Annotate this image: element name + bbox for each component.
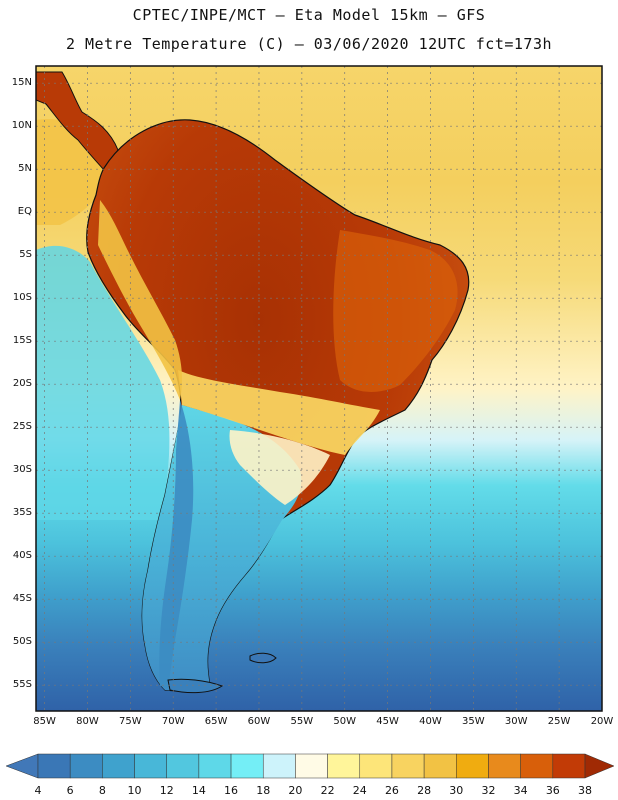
chart-title-line-2: 2 Metre Temperature (C) – 03/06/2020 12U… xyxy=(65,35,553,53)
colorbar-tick-label: 10 xyxy=(127,784,142,797)
colorbar-box xyxy=(359,753,393,779)
colorbar-tick-label: 28 xyxy=(417,784,432,797)
colorbar-box xyxy=(198,753,232,779)
falkland-islands xyxy=(249,652,277,664)
colorbar-below-arrow xyxy=(5,753,39,779)
map-gridlines xyxy=(36,66,603,711)
lon-tick-label: 25W xyxy=(547,716,571,727)
colorbar-tick-label: 38 xyxy=(578,784,592,797)
colorbar-tick-label: 30 xyxy=(449,784,464,797)
lon-tick-label: 70W xyxy=(161,716,185,727)
lon-tick-label: 80W xyxy=(76,716,99,727)
lat-tick-label: 30S xyxy=(12,464,32,476)
lon-tick-label: 85W xyxy=(33,716,56,727)
colorbar-box xyxy=(134,753,167,779)
colorbar-box xyxy=(520,753,554,779)
lat-tick-label: 15N xyxy=(11,77,32,89)
lon-tick-label: 75W xyxy=(119,716,142,727)
colorbar-tick-label: 4 xyxy=(34,784,42,797)
lon-tick-label: 65W xyxy=(204,716,228,727)
map-frame xyxy=(35,65,603,712)
andes-cold-strip xyxy=(159,400,194,688)
colorbar-box xyxy=(230,753,264,779)
lon-tick-label: 30W xyxy=(504,716,528,727)
colorbar-tick-label: 18 xyxy=(256,784,271,797)
colorbar-box xyxy=(552,753,586,779)
colorbar-box xyxy=(391,753,425,779)
colorbar-tick-label: 36 xyxy=(545,784,560,797)
colorbar-box xyxy=(423,753,457,779)
chart-title-line-1: CPTEC/INPE/MCT – Eta Model 15km – GFS xyxy=(132,6,486,24)
colorbar-box xyxy=(166,753,200,779)
lat-tick-label: 40S xyxy=(12,550,32,562)
lon-tick-label: 60W xyxy=(247,716,271,727)
lat-tick-label: 25S xyxy=(12,421,32,433)
lat-tick-label: 55S xyxy=(12,679,32,691)
lat-tick-label: 15S xyxy=(12,335,32,347)
lat-tick-label: 10N xyxy=(11,120,32,132)
lon-tick-label: 20W xyxy=(590,716,614,727)
colorbar-box xyxy=(102,753,135,779)
colorbar-box xyxy=(488,753,521,779)
lat-tick-label: EQ xyxy=(17,206,32,218)
colorbar-box xyxy=(37,753,71,779)
colorbar-box xyxy=(69,753,103,779)
northeast-brazil-warm xyxy=(333,230,458,392)
colorbar-tick-label: 6 xyxy=(66,784,74,797)
subtropical-band xyxy=(178,370,380,455)
colorbar-box xyxy=(456,753,489,779)
colorbar-tick-label: 16 xyxy=(224,784,239,797)
colorbar-tick-label: 24 xyxy=(352,784,367,797)
colorbar-above-arrow xyxy=(584,753,615,779)
colorbar-box xyxy=(295,753,328,779)
lat-tick-label: 45S xyxy=(12,593,32,605)
colorbar-box xyxy=(327,753,361,779)
andes-north-warm xyxy=(98,200,183,400)
lon-tick-label: 35W xyxy=(462,716,485,727)
tierra-del-fuego xyxy=(167,678,224,694)
lat-tick-label: 5N xyxy=(18,163,32,175)
colorbar xyxy=(5,753,615,779)
colorbar-tick-label: 14 xyxy=(191,784,206,797)
lat-tick-label: 5S xyxy=(19,249,32,261)
lon-tick-label: 55W xyxy=(290,716,314,727)
lat-tick-label: 50S xyxy=(12,636,32,648)
colorbar-tick-label: 8 xyxy=(98,784,106,797)
lon-tick-label: 50W xyxy=(333,716,357,727)
colorbar-tick-label: 26 xyxy=(384,784,399,797)
pacific-cool-tongue xyxy=(36,245,170,520)
colorbar-tick-label: 22 xyxy=(320,784,335,797)
colorbar-tick-label: 34 xyxy=(513,784,528,797)
colorbar-tick-label: 32 xyxy=(481,784,496,797)
colorbar-box xyxy=(262,753,296,779)
lon-tick-label: 40W xyxy=(419,716,442,727)
lat-tick-label: 35S xyxy=(12,507,32,519)
colorbar-tick-label: 12 xyxy=(159,784,174,797)
lon-tick-label: 45W xyxy=(376,716,399,727)
lat-tick-label: 10S xyxy=(12,292,32,304)
colorbar-tick-label: 20 xyxy=(288,784,303,797)
pampas-mild xyxy=(229,430,330,505)
lat-tick-label: 20S xyxy=(12,378,32,390)
